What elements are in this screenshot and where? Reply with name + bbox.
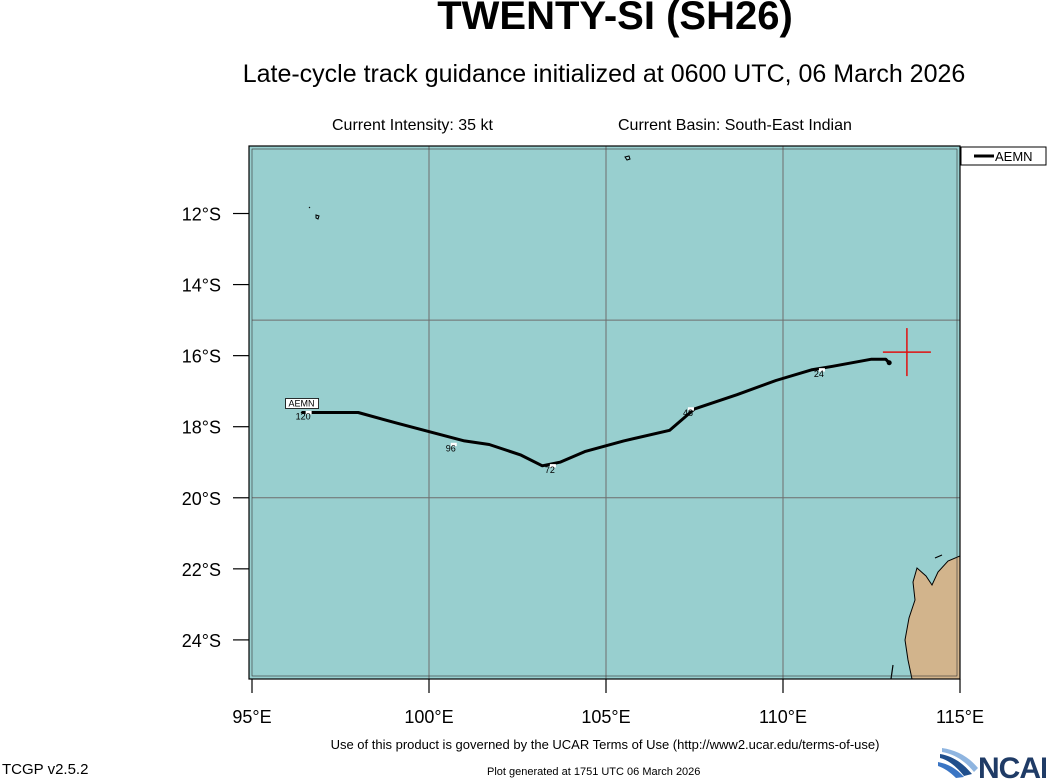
x-tick-label: 115°E — [936, 707, 984, 727]
x-tick-label: 105°E — [581, 707, 630, 727]
chart-title: TWENTY-SI (SH26) — [437, 0, 793, 38]
legend-box — [960, 146, 1047, 166]
track-point — [668, 429, 671, 432]
track-point — [322, 411, 324, 414]
legend: AEMN — [960, 146, 1047, 166]
ncar-logo: NCAR — [938, 748, 1046, 780]
track-point — [870, 358, 873, 361]
track-point — [583, 450, 586, 453]
christmas-island — [624, 155, 631, 161]
track-point — [300, 411, 303, 414]
forecast-hour-label: 72 — [545, 465, 555, 475]
track-point — [810, 369, 813, 371]
coastline-fragment — [934, 554, 943, 559]
plot-generated-label: Plot generated at 1751 UTC 06 March 2026 — [487, 766, 701, 778]
y-tick-label: 20°S — [182, 489, 221, 509]
version-label: TCGP v2.5.2 — [2, 761, 89, 778]
track-point — [488, 443, 490, 446]
axes-layer: 12°S 14°S 16°S 18°S 20°S 22°S 24°S 95°E 100°E 105… — [182, 205, 984, 727]
y-tick-label: 18°S — [182, 418, 221, 438]
track-point — [520, 454, 522, 456]
map-layer: 24 48 72 96 120 AEMN — [252, 146, 960, 679]
track-point — [831, 365, 834, 368]
chart-subtitle: Late-cycle track guidance initialized at… — [242, 60, 966, 88]
ocean-area — [249, 146, 960, 679]
cocos-islands — [308, 206, 311, 209]
y-tick-label: 24°S — [182, 631, 221, 651]
cocos-islands — [315, 214, 320, 220]
track-point — [775, 379, 777, 382]
forecast-hour-label: 48 — [683, 408, 693, 418]
track-end-label-box — [285, 398, 319, 409]
x-tick-label: 100°E — [404, 707, 453, 727]
track-point — [884, 358, 887, 361]
forecast-hour-label: 96 — [446, 443, 456, 453]
track-point — [736, 393, 738, 396]
track-layer: 24 48 72 96 120 AEMN — [285, 357, 892, 475]
terms-of-use-notice: Use of this product is governed by the U… — [330, 737, 880, 752]
track-point — [396, 422, 398, 424]
track-start-dot — [886, 360, 892, 366]
gridlines — [252, 146, 960, 679]
track-point — [559, 461, 561, 464]
track-point — [622, 440, 625, 442]
legend-entry-label: AEMN — [995, 149, 1033, 164]
y-tick-label: 12°S — [182, 205, 221, 225]
current-intensity-label: Current Intensity: 35 kt — [332, 117, 493, 134]
y-tick-label: 22°S — [182, 560, 221, 580]
track-point — [357, 411, 360, 414]
forecast-hour-label: 120 — [296, 412, 311, 422]
current-basin-label: Current Basin: South-East Indian — [618, 117, 852, 134]
track-line-aemn — [301, 357, 891, 468]
y-tick-label: 14°S — [182, 276, 221, 296]
x-tick-label: 95°E — [232, 707, 271, 727]
x-tick-label: 110°E — [759, 707, 807, 727]
track-point — [693, 408, 696, 410]
marker-layer — [882, 328, 931, 377]
ncar-logo-text: NCAR — [978, 752, 1046, 780]
track-point — [541, 465, 544, 467]
coastline-fragment — [890, 664, 894, 679]
map-frame — [248, 145, 961, 680]
y-tick-label: 16°S — [182, 347, 221, 367]
track-end-label: AEMN — [289, 399, 315, 409]
map-frame-inner — [251, 148, 958, 677]
track-point — [463, 440, 466, 442]
forecast-hour-label: 24 — [814, 369, 824, 379]
